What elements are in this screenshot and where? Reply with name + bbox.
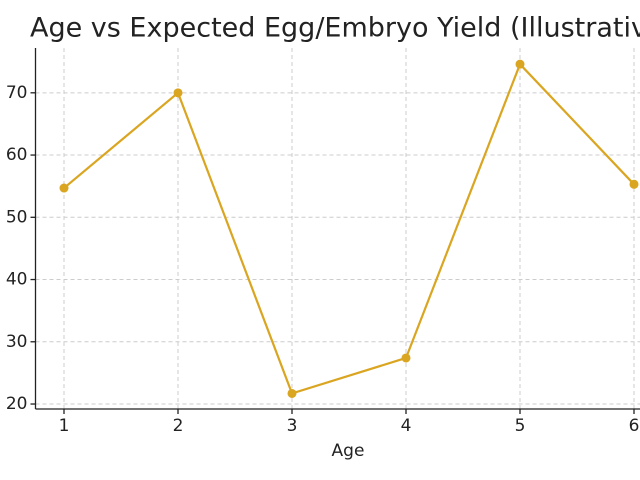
x-axis-label: Age: [332, 441, 365, 461]
x-tick-label: 4: [401, 416, 412, 436]
y-tick-label: 70: [6, 83, 28, 103]
chart-title: Age vs Expected Egg/Embryo Yield (Illust…: [30, 13, 640, 44]
y-tick-label: 20: [6, 394, 28, 414]
x-tick-label: 6: [629, 416, 640, 436]
x-tick-label: 1: [59, 416, 70, 436]
y-tick-label: 50: [6, 207, 28, 227]
x-tick-label: 5: [515, 416, 526, 436]
y-tick-label: 30: [6, 332, 28, 352]
data-point: [59, 183, 69, 193]
data-point: [401, 353, 411, 363]
x-tick-label: 2: [173, 416, 184, 436]
data-point: [287, 388, 297, 398]
y-tick-label: 60: [6, 145, 28, 165]
data-point: [629, 179, 639, 189]
data-point: [173, 88, 183, 98]
x-tick-label: 3: [287, 416, 298, 436]
series-line: [63, 62, 635, 395]
y-tick-label: 40: [6, 270, 28, 290]
data-point: [515, 59, 525, 69]
